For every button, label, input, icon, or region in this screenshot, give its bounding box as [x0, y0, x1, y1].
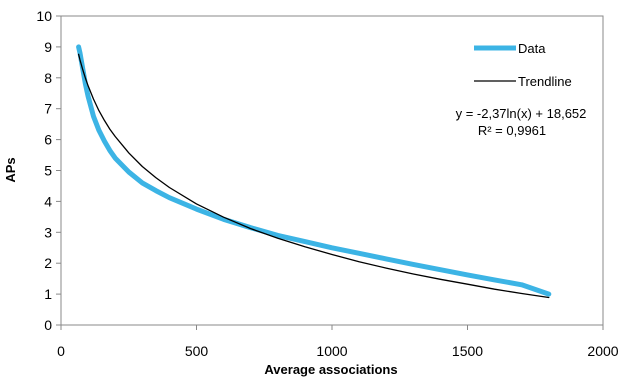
x-tick-label: 1000 — [316, 343, 347, 359]
plot-border — [60, 15, 604, 326]
legend: Data Trendline — [474, 41, 572, 89]
series-layer — [76, 44, 552, 299]
x-tick-label: 2000 — [587, 343, 618, 359]
y-tick-label: 8 — [44, 70, 52, 86]
y-tick-label: 3 — [44, 224, 52, 240]
y-tick-label: 10 — [36, 8, 52, 24]
data-series-line — [76, 44, 552, 297]
legend-label-trendline: Trendline — [518, 74, 572, 89]
y-tick-label: 2 — [44, 255, 52, 271]
y-tick-label: 5 — [44, 163, 52, 179]
y-tick-label: 9 — [44, 39, 52, 55]
y-tick-label: 6 — [44, 132, 52, 148]
x-tick-label: 1500 — [452, 343, 483, 359]
trendline-r-squared: R² = 0,9961 — [478, 123, 546, 138]
plot-area — [60, 15, 604, 326]
y-tick-label: 1 — [44, 286, 52, 302]
y-axis-ticks: 0 1 2 3 4 5 6 7 8 9 10 — [36, 8, 61, 333]
y-tick-label: 0 — [44, 317, 52, 333]
x-tick-label: 0 — [57, 343, 65, 359]
x-axis-title: Average associations — [264, 362, 397, 377]
y-tick-label: 7 — [44, 101, 52, 117]
legend-label-data: Data — [518, 41, 546, 56]
y-axis-title: APs — [3, 157, 18, 182]
trendline-equation: y = -2,37ln(x) + 18,652 — [456, 106, 587, 121]
x-axis-ticks: 0 500 1000 1500 2000 — [57, 325, 619, 359]
x-tick-label: 500 — [185, 343, 209, 359]
y-tick-label: 4 — [44, 193, 52, 209]
trendline-series-line — [77, 53, 550, 299]
